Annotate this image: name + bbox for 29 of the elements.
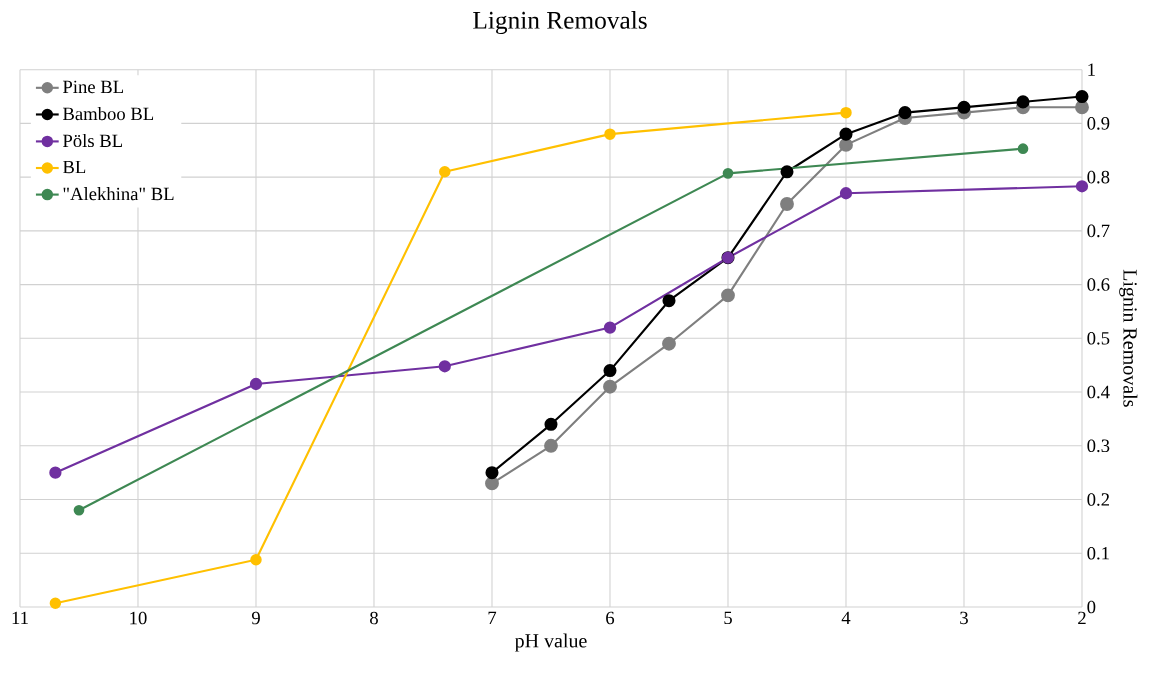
y-tick-label: 0 bbox=[1087, 600, 1096, 614]
x-tick-label: 6 bbox=[606, 611, 615, 625]
x-tick-label: 7 bbox=[488, 611, 497, 624]
x-tick-label: 8 bbox=[370, 611, 378, 625]
legend-label: Pöls BL bbox=[62, 133, 122, 148]
y-tick-label: 0.6 bbox=[1087, 278, 1110, 291]
x-tick-label: 5 bbox=[724, 611, 732, 625]
x-tick-label: 9 bbox=[251, 611, 260, 625]
legend-label: BL bbox=[62, 160, 86, 174]
y-tick-label: 0.8 bbox=[1087, 170, 1110, 184]
y-axis-title: Lignin Removals bbox=[1119, 269, 1138, 407]
x-tick-label: 4 bbox=[841, 611, 851, 624]
legend-label: "Alekhina" BL bbox=[63, 187, 174, 201]
y-tick-label: 0.5 bbox=[1087, 331, 1110, 345]
y-tick-label: 0.9 bbox=[1087, 117, 1110, 130]
y-tick-label: 0.4 bbox=[1087, 385, 1110, 399]
legend-label: Bamboo BL bbox=[62, 106, 154, 121]
y-tick-label: 0.7 bbox=[1087, 224, 1110, 238]
chart-title: Lignin Removals bbox=[473, 11, 647, 35]
x-tick-label: 10 bbox=[130, 611, 147, 625]
x-tick-label: 2 bbox=[1078, 611, 1086, 625]
y-tick-label: 0.3 bbox=[1087, 439, 1110, 453]
y-tick-label: 0.1 bbox=[1087, 546, 1109, 560]
x-axis-title: pH value bbox=[514, 633, 587, 652]
y-tick-label: 0.2 bbox=[1087, 493, 1110, 506]
y-tick-label: 1 bbox=[1088, 63, 1095, 76]
x-tick-label: 3 bbox=[960, 611, 968, 625]
x-tick-label: 11 bbox=[12, 611, 28, 625]
legend-label: Pine BL bbox=[62, 80, 124, 94]
